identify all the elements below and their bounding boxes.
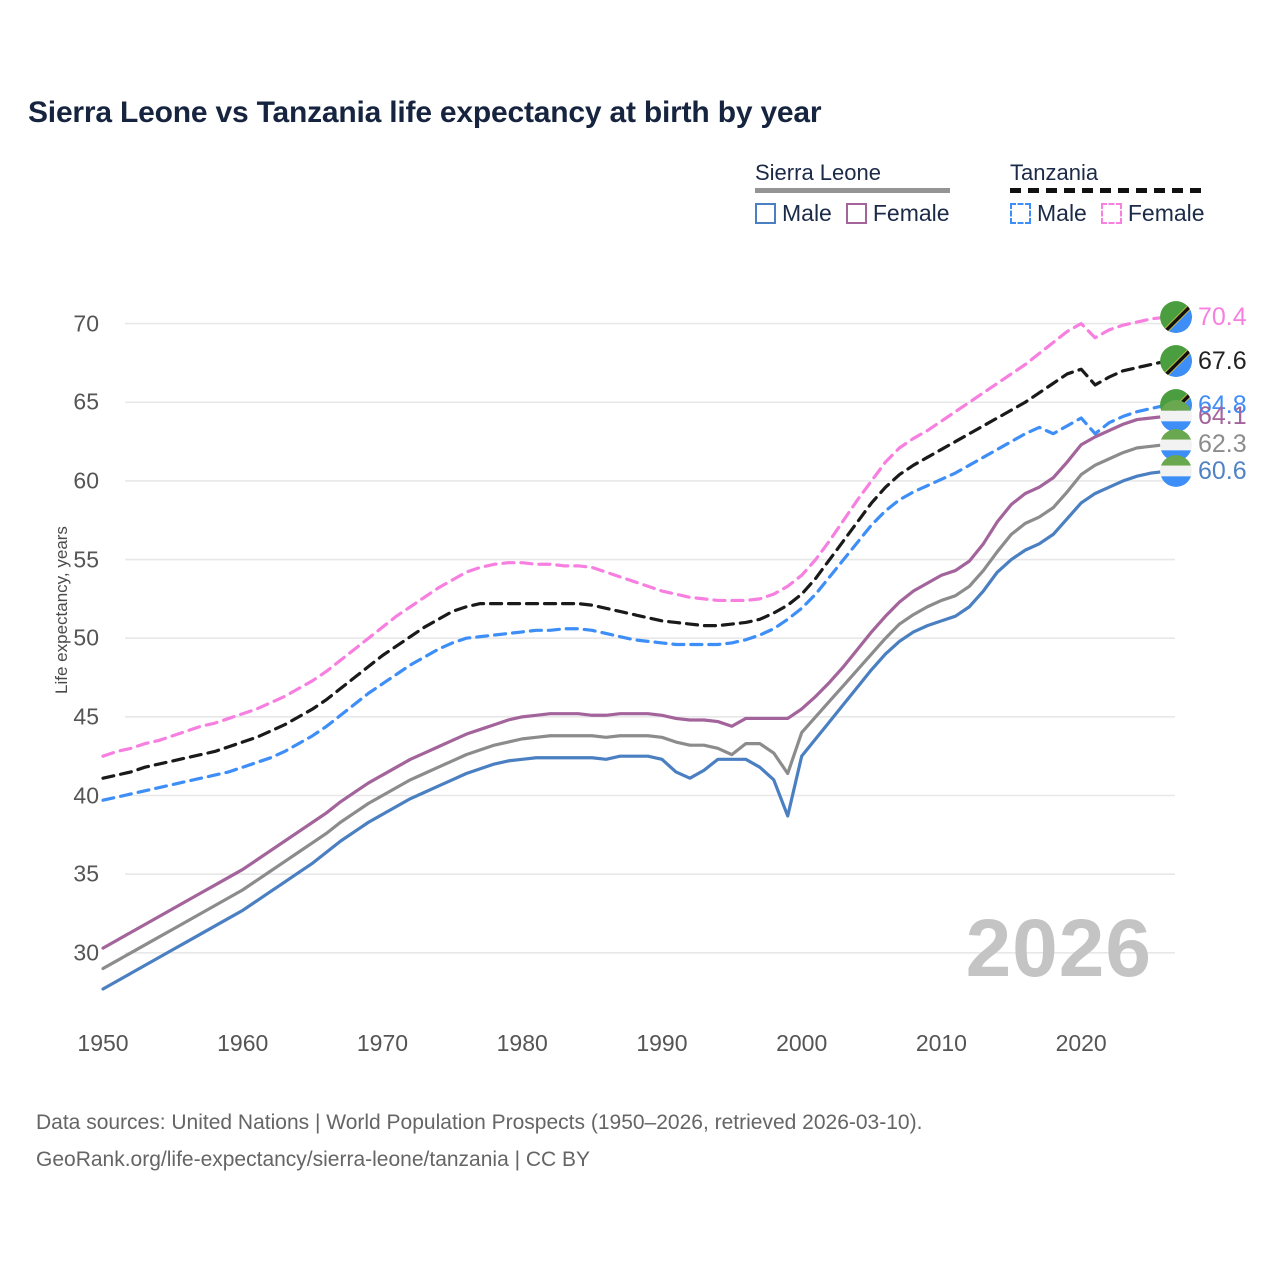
x-axis-tick-label: 1960 xyxy=(217,1030,269,1056)
y-axis-tick-label: 40 xyxy=(73,782,99,808)
y-axis-tick-label: 55 xyxy=(73,546,99,573)
series-end-value: 70.4 xyxy=(1198,302,1247,331)
footer-credits: Data sources: United Nations | World Pop… xyxy=(36,1104,922,1178)
series-end-label: 70.4 xyxy=(1160,301,1247,334)
sierra-leone-flag-icon xyxy=(1160,400,1192,433)
sierra-leone-flag-icon xyxy=(1160,428,1192,461)
y-axis-tick-label: 35 xyxy=(73,860,99,887)
year-watermark: 2026 xyxy=(965,903,1152,994)
x-axis-tick-label: 1990 xyxy=(636,1030,688,1056)
y-axis-tick-label: 70 xyxy=(73,310,99,337)
y-axis-label: Life expectancy, years xyxy=(52,526,71,694)
series-end-value: 64.1 xyxy=(1198,401,1247,430)
y-axis-tick-label: 45 xyxy=(73,703,99,730)
y-axis-tick-label: 30 xyxy=(73,939,99,966)
x-axis-tick-label: 1970 xyxy=(356,1030,409,1056)
legend-item-label: Female xyxy=(872,200,950,226)
legend-item-tanzania-female[interactable]: Female xyxy=(1100,200,1205,227)
footer-line-1: Data sources: United Nations | World Pop… xyxy=(36,1111,923,1134)
x-axis-tick-label: 1950 xyxy=(77,1030,129,1056)
legend-item-label: Male xyxy=(782,200,832,226)
x-axis-tick-label: 1980 xyxy=(496,1030,548,1056)
legend-swatch-icon xyxy=(755,203,776,224)
legend-item-label: Female xyxy=(1127,200,1205,226)
y-axis-tick-label: 65 xyxy=(73,388,99,415)
legend-item-tanzania-male[interactable]: Male xyxy=(1010,200,1087,227)
series-end-labels: 70.4 67.6 64.8 64.1 62.3 60.6 xyxy=(1160,0,1280,1280)
legend-swatch-icon xyxy=(1100,203,1122,224)
legend-group-sierra-leone: Sierra Leone Male Female xyxy=(755,160,950,227)
series-end-value: 62.3 xyxy=(1198,430,1247,459)
legend-group-title-tanzania: Tanzania xyxy=(1010,160,1099,185)
legend-item-sierra-leone-male[interactable]: Male xyxy=(755,200,832,227)
sierra-leone-flag-icon xyxy=(1160,455,1192,488)
series-end-label: 60.6 xyxy=(1160,455,1247,488)
series-end-label: 62.3 xyxy=(1160,428,1247,461)
legend-rule-dashed xyxy=(1010,188,1205,193)
chart-legend: Sierra Leone Male Female Tanzania Male xyxy=(755,160,1255,240)
x-axis-tick-label: 2020 xyxy=(1055,1030,1107,1056)
series-end-label: 64.1 xyxy=(1160,400,1247,433)
legend-swatch-icon xyxy=(845,203,867,224)
x-axis-tick-label: 2010 xyxy=(915,1030,967,1056)
legend-item-label: Male xyxy=(1037,200,1087,226)
y-axis-tick-label: 60 xyxy=(73,467,99,494)
tanzania-flag-icon xyxy=(1160,301,1192,334)
legend-swatch-icon xyxy=(1010,203,1031,224)
legend-rule-solid xyxy=(755,188,950,193)
x-axis-tick-label: 2000 xyxy=(776,1030,828,1056)
y-axis-tick-label: 50 xyxy=(73,624,99,651)
series-end-value: 67.6 xyxy=(1198,346,1247,375)
series-end-value: 60.6 xyxy=(1198,456,1247,485)
legend-group-tanzania: Tanzania Male Female xyxy=(1010,160,1205,227)
series-end-value: 64.8 xyxy=(1198,390,1247,419)
legend-item-sierra-leone-female[interactable]: Female xyxy=(845,200,950,227)
tanzania-flag-icon xyxy=(1160,345,1192,378)
footer-line-2: GeoRank.org/life-expectancy/sierra-leone… xyxy=(36,1148,591,1171)
series-end-label: 67.6 xyxy=(1160,345,1247,378)
legend-group-title-sierra-leone: Sierra Leone xyxy=(755,160,881,185)
page-title: Sierra Leone vs Tanzania life expectancy… xyxy=(28,96,822,129)
